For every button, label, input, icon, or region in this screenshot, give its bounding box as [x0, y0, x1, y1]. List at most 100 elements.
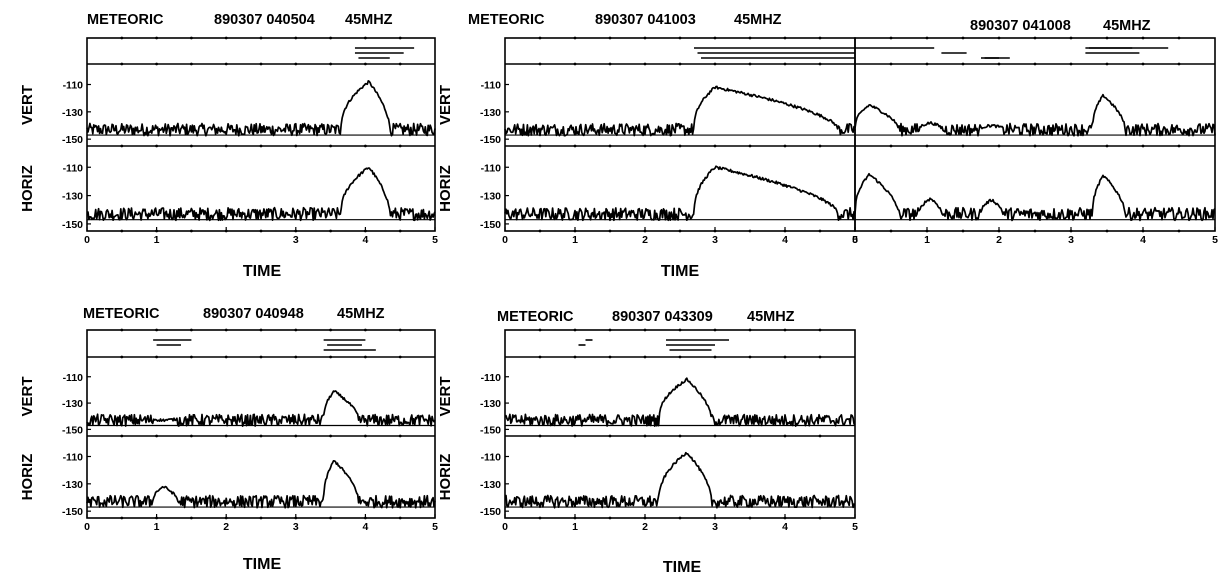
- frame-tick-dot: [1141, 36, 1145, 40]
- panel-title: 890307 041008 45MHZ: [970, 18, 1151, 34]
- frame-tick-dot: [364, 434, 367, 438]
- x-axis-label: TIME: [243, 263, 282, 280]
- x-tick-label: 3: [293, 521, 299, 533]
- frame-tick-dot: [329, 62, 332, 66]
- frame-tick-dot: [748, 434, 752, 438]
- y-tick-label: -150: [480, 219, 501, 231]
- frame-tick-dot: [190, 144, 193, 148]
- frame-tick-dot: [925, 36, 929, 40]
- x-tick-label: 0: [852, 234, 858, 246]
- frame-tick-dot: [364, 144, 367, 148]
- y-tick-label: -110: [63, 80, 84, 92]
- frame-tick-dot: [608, 62, 612, 66]
- trace-vert: [86, 80, 436, 137]
- x-tick-label: 5: [1212, 234, 1218, 246]
- frame-tick-dot: [329, 229, 332, 233]
- frame-tick-dot: [643, 144, 647, 148]
- frame-tick-dot: [1177, 62, 1181, 66]
- x-tick-label: 3: [712, 521, 718, 533]
- x-tick-label: 5: [432, 521, 438, 533]
- x-tick-label: 5: [852, 521, 858, 533]
- frame-tick-dot: [713, 355, 717, 359]
- frame-tick-dot: [398, 144, 402, 148]
- frame-tick-dot: [364, 355, 367, 359]
- frame-tick-dot: [190, 328, 193, 332]
- y-tick-label: -130: [62, 191, 83, 203]
- frame-tick-dot: [748, 229, 752, 233]
- panel-5: METEORIC 890307 043309 45MHZ -110 -130 -150 VE…: [437, 309, 858, 576]
- trace-vert: [504, 85, 856, 137]
- frame-tick-dot: [889, 62, 893, 66]
- x-axis-label: TIME: [663, 559, 702, 576]
- frame-tick-dot: [294, 355, 298, 359]
- frame-tick-dot: [120, 229, 124, 233]
- title-timestamp: 890307 040504: [214, 12, 315, 28]
- frame-tick-dot: [364, 62, 367, 66]
- title-frequency: 45MHZ: [337, 306, 385, 322]
- frame-tick-dot: [713, 144, 717, 148]
- frame-tick-dot: [961, 144, 965, 148]
- frame-tick-dot: [678, 355, 682, 359]
- frame-tick-dot: [608, 144, 612, 148]
- frame-tick-dot: [190, 229, 193, 233]
- panel-2: METEORIC 890307 041003 45MHZ -110 -130 -150 VE…: [437, 12, 858, 280]
- frame-tick-dot: [155, 355, 159, 359]
- frame-tick-dot: [364, 36, 367, 40]
- frame-tick-dot: [329, 355, 332, 359]
- frame-tick-dot: [190, 355, 193, 359]
- title-prefix: METEORIC: [468, 12, 545, 28]
- frame-tick-dot: [608, 516, 612, 520]
- frame-tick-dot: [678, 229, 682, 233]
- title-prefix: METEORIC: [87, 12, 164, 28]
- frame-tick-dot: [398, 516, 402, 520]
- frame-tick-dot: [678, 434, 682, 438]
- trace-horiz: [86, 459, 436, 509]
- frame-tick-dot: [1177, 144, 1181, 148]
- frame-tick-dot: [573, 328, 577, 332]
- frame-tick-dot: [643, 328, 647, 332]
- x-tick-label: 1: [154, 234, 160, 246]
- frame-tick-dot: [120, 355, 124, 359]
- x-tick-label: 1: [924, 234, 930, 246]
- x-tick-label: 3: [1068, 234, 1074, 246]
- title-timestamp: 890307 040948: [203, 306, 304, 322]
- frame-tick-dot: [643, 434, 647, 438]
- frame-tick-dot: [398, 328, 402, 332]
- trace-vert: [504, 377, 856, 427]
- frame-tick-dot: [155, 62, 159, 66]
- frame-tick-dot: [259, 355, 263, 359]
- frame-tick-dot: [398, 229, 402, 233]
- title-frequency: 45MHZ: [734, 12, 782, 28]
- frame-tick-dot: [538, 328, 542, 332]
- frame-tick-dot: [120, 434, 124, 438]
- channel-label-horiz: HORIZ: [437, 454, 454, 501]
- frame-tick-dot: [573, 355, 577, 359]
- frame-tick-dot: [713, 62, 717, 66]
- frame-tick-dot: [190, 516, 193, 520]
- x-tick-label: 5: [432, 234, 438, 246]
- frame-tick-dot: [120, 36, 124, 40]
- y-tick-label: -110: [63, 452, 84, 464]
- x-tick-label: 0: [84, 521, 90, 533]
- frame-tick-dot: [783, 434, 787, 438]
- frame-tick-dot: [398, 62, 402, 66]
- title-timestamp: 890307 043309: [612, 309, 713, 325]
- frame-tick-dot: [748, 36, 752, 40]
- x-tick-label: 2: [223, 521, 229, 533]
- frame-tick-dot: [1069, 36, 1073, 40]
- frame-tick-dot: [748, 355, 752, 359]
- title-prefix: METEORIC: [83, 306, 160, 322]
- x-tick-label: 4: [1140, 234, 1146, 246]
- frame-tick-dot: [818, 328, 822, 332]
- frame-tick-dot: [818, 355, 822, 359]
- frame-tick-dot: [748, 516, 752, 520]
- x-tick-label: 2: [642, 234, 648, 246]
- frame-tick-dot: [818, 434, 822, 438]
- y-tick-label: -110: [63, 372, 84, 384]
- frame-tick-dot: [608, 36, 612, 40]
- y-tick-label: -150: [62, 424, 83, 436]
- frame-tick-dot: [818, 516, 822, 520]
- frame-tick-dot: [713, 36, 717, 40]
- frame-tick-dot: [329, 328, 332, 332]
- x-tick-label: 0: [502, 521, 508, 533]
